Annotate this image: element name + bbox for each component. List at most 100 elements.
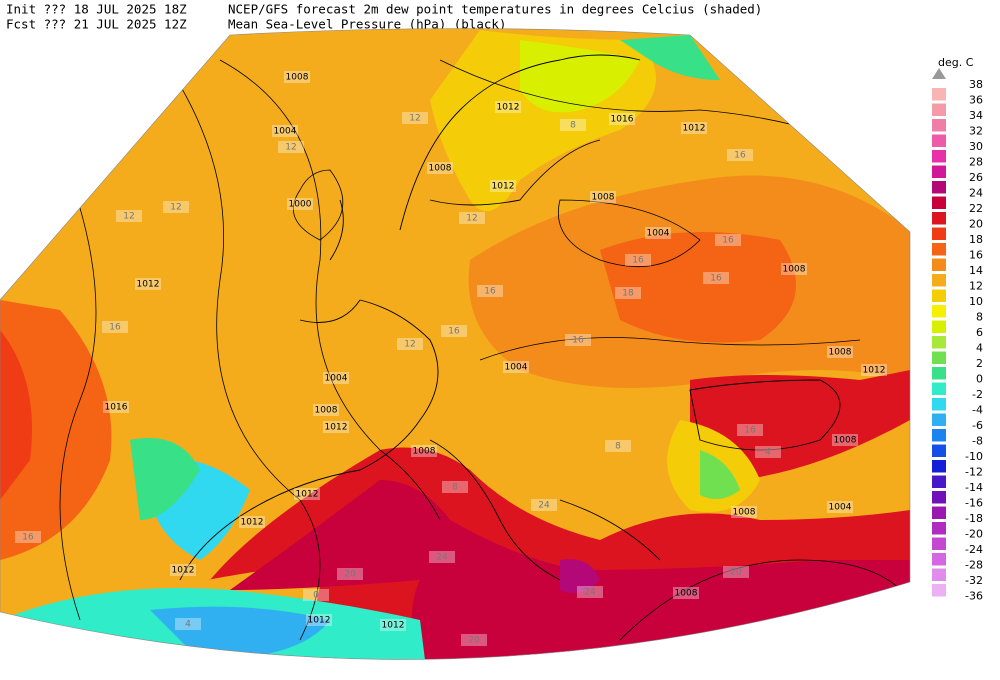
colorbar-box [932, 243, 946, 256]
colorbar-label: -16 [965, 497, 983, 510]
isobar [59, 149, 97, 621]
domain-outline [0, 28, 911, 660]
dewpoint-label: 4 [765, 448, 771, 458]
atlantic-warm [0, 300, 112, 560]
colorbar-label: -18 [965, 512, 983, 525]
colorbar-box [932, 196, 946, 209]
dewpoint-label-bg [615, 287, 641, 299]
colorbar-box [932, 150, 946, 163]
colorbar-label: -10 [965, 450, 983, 463]
colorbar-box [932, 367, 946, 380]
dewpoint-label: 4 [185, 620, 191, 630]
dewpoint-label-bg [337, 568, 363, 580]
colorbar-label: 4 [976, 342, 983, 355]
colorbar-box [932, 88, 946, 101]
isobar-label: 1008 [429, 164, 452, 174]
isobar-label: 1004 [325, 374, 348, 384]
isobar-label: 1012 [325, 423, 348, 433]
colorbar-label: 20 [969, 218, 983, 231]
colorbar-label: 16 [969, 249, 983, 262]
colorbar-label: -24 [965, 543, 983, 556]
isobar [479, 337, 861, 361]
colorbar-label: -28 [965, 559, 983, 572]
colorbar-box [932, 522, 946, 535]
dewpoint-label: 12 [285, 143, 296, 153]
isobar-label: 1008 [783, 265, 806, 275]
colorbar-box [932, 568, 946, 581]
dewpoint-label: 8 [452, 483, 458, 493]
isobar-label: 1012 [172, 566, 195, 576]
dewpoint-label-bg [163, 201, 189, 213]
isobar-label: 1008 [413, 447, 436, 457]
isobar-label: 1008 [286, 73, 309, 83]
dewpoint-label: 16 [744, 426, 756, 436]
ionian-peak [560, 559, 600, 594]
colorbar-box [932, 212, 946, 225]
colorbar-label: 24 [969, 187, 983, 200]
isobar-label-bg [645, 227, 671, 239]
isobar [149, 39, 321, 641]
isobar-label-bg [287, 198, 313, 210]
forecast-time: Fcst ??? 21 JUL 2025 12Z [6, 17, 187, 32]
isobar-label: 1012 [241, 518, 264, 528]
dewpoint-label: 16 [448, 327, 460, 337]
colorbar-box [932, 413, 946, 426]
isobar-label: 1012 [863, 366, 886, 376]
dewpoint-label: 12 [123, 212, 134, 222]
dewpoint-label-bg [429, 551, 455, 563]
isobar-label: 1004 [505, 363, 528, 373]
isobar-label-bg [411, 445, 437, 457]
dewpoint-label: 20 [730, 568, 742, 578]
dewpoint-label: 24 [584, 588, 596, 598]
isobar-label-bg [832, 434, 858, 446]
isobar-label-bg [861, 364, 887, 376]
colorbar: deg. C 383634323028262422201816141210864… [932, 56, 983, 603]
isobar-label-bg [284, 71, 310, 83]
isobar-label: 1012 [308, 616, 331, 626]
colorbar-box [932, 444, 946, 457]
isobar-label-bg [781, 263, 807, 275]
isobar-label-bg [272, 125, 298, 137]
colorbar-box [932, 429, 946, 442]
isobar-label: 1004 [274, 127, 297, 137]
isobar-label-bg [323, 372, 349, 384]
dewpoint-label-bg [625, 254, 651, 266]
isobar-label-bg [673, 587, 699, 599]
dewpoint-label-bg [278, 141, 304, 153]
isobar-label-bg [135, 278, 161, 290]
colorbar-box [932, 553, 946, 566]
isobar-label-bg [313, 404, 339, 416]
map-subtitle: Mean Sea-Level Pressure (hPa) (black) [228, 17, 506, 32]
dewpoint-label-bg [737, 424, 763, 436]
dewpoint-label: 16 [632, 256, 644, 266]
dewpoint-label: 12 [409, 114, 420, 124]
dewpoint-label-bg [397, 338, 423, 350]
colorbar-box [932, 475, 946, 488]
dewpoint-label-bg [605, 440, 631, 452]
isobar-label-bg [323, 421, 349, 433]
isobar-label-bg [503, 361, 529, 373]
colorbar-label: -8 [972, 435, 983, 448]
isobar-label-bg [103, 401, 129, 413]
dewpoint-label: 16 [572, 336, 584, 346]
colorbar-box [932, 305, 946, 318]
dewpoint-label: 16 [484, 287, 496, 297]
dewpoint-label-bg [577, 586, 603, 598]
dewpoint-label: 8 [570, 121, 576, 131]
colorbar-box [932, 227, 946, 240]
dewpoint-label-bg [565, 334, 591, 346]
colorbar-label: 30 [969, 140, 983, 153]
isobar-label: 1008 [733, 508, 756, 518]
isobar-label-bg [380, 619, 406, 631]
dewpoint-label: 24 [436, 553, 448, 563]
colorbar-label: -4 [972, 404, 983, 417]
colorbar-label: 0 [976, 373, 983, 386]
isobar-label: 1012 [497, 103, 520, 113]
colorbar-label: -36 [965, 590, 983, 603]
colorbar-box [932, 134, 946, 147]
map-field [0, 28, 910, 660]
anatolia-green [700, 450, 740, 499]
russia-warm [600, 232, 796, 343]
isobar-label: 1016 [105, 403, 128, 413]
